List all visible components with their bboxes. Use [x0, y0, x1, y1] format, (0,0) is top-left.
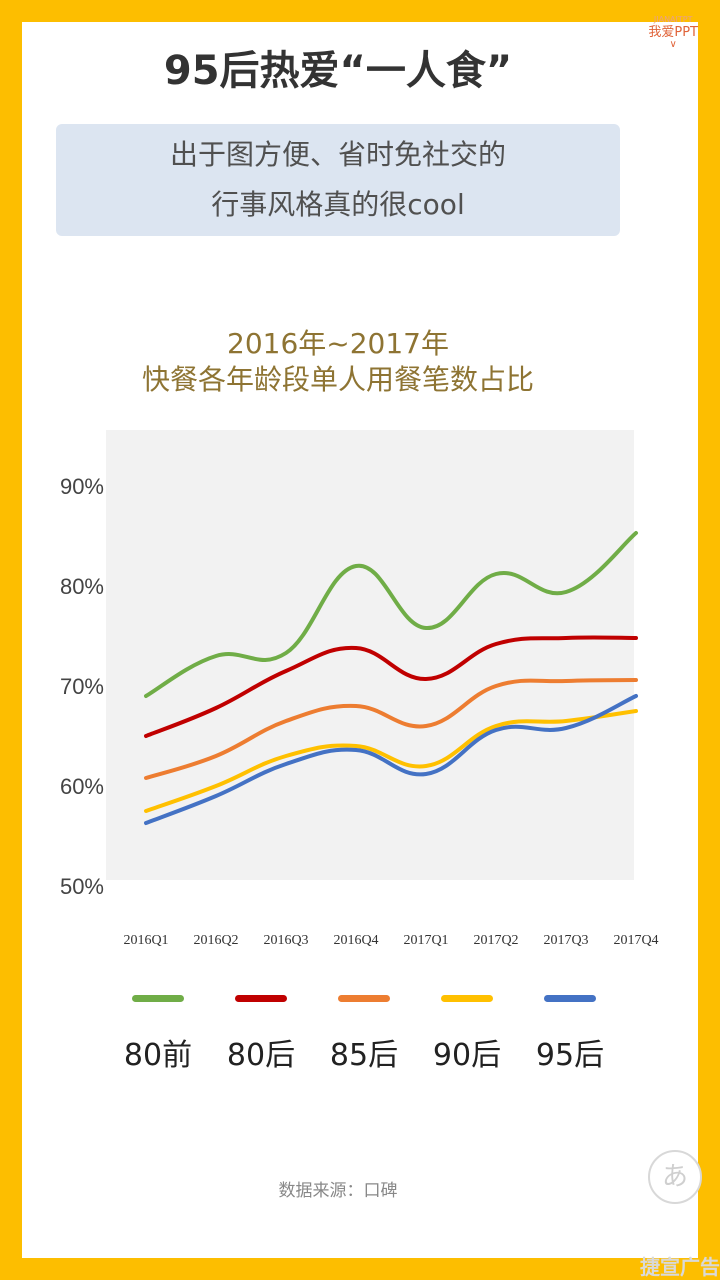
- x-tick-label: 2016Q2: [193, 933, 238, 948]
- data-source: 数据来源：口碑: [278, 1181, 398, 1201]
- page-title: 95后热爱“一人食”: [163, 48, 513, 94]
- x-tick-label: 2017Q2: [473, 933, 518, 948]
- chevron-down-icon: ∨: [669, 39, 677, 50]
- series-line-4: [144, 709, 638, 813]
- y-tick-label: 60%: [60, 774, 104, 799]
- chart-title-line-1: 2016年~2017年: [227, 327, 449, 360]
- legend-label: 80前: [123, 1038, 193, 1073]
- brand-logo: JIANAITPT 我爱PPT ∨: [648, 16, 698, 50]
- legend-swatch: [235, 995, 287, 1002]
- legend-label: 85后: [329, 1038, 399, 1073]
- y-tick-label: 50%: [60, 874, 104, 899]
- legend-swatch: [441, 995, 493, 1002]
- legend-swatch: [544, 995, 596, 1002]
- logo-tagline: JIANAITPT: [653, 15, 693, 24]
- series-line-3: [144, 678, 638, 780]
- y-tick-label: 70%: [60, 674, 104, 699]
- series-line-2: [144, 635, 638, 738]
- subtitle-line-2: 行事风格真的很cool: [211, 188, 465, 221]
- legend-label: 95后: [535, 1038, 605, 1073]
- legend-label: 90后: [432, 1038, 502, 1073]
- chart-title-line-2: 快餐各年龄段单人用餐笔数占比: [141, 363, 534, 396]
- watermark-text: 捷宣广告: [640, 1255, 720, 1279]
- x-tick-label: 2017Q1: [403, 933, 448, 948]
- logo-text: 我爱PPT: [648, 25, 698, 40]
- legend-label: 80后: [226, 1038, 296, 1073]
- x-tick-label: 2016Q4: [333, 933, 378, 948]
- watermark-badge: あ: [648, 1150, 702, 1204]
- series-line-1: [144, 531, 638, 698]
- series-line-5: [144, 694, 638, 825]
- subtitle-line-1: 出于图方便、省时免社交的: [169, 138, 506, 171]
- subtitle-box: 出于图方便、省时免社交的 行事风格真的很cool: [56, 124, 620, 236]
- chart-title: 2016年~2017年 快餐各年龄段单人用餐笔数占比: [0, 326, 676, 398]
- legend-swatch: [132, 995, 184, 1002]
- y-tick-label: 90%: [60, 474, 104, 499]
- x-tick-label: 2017Q4: [613, 933, 658, 948]
- y-tick-label: 80%: [60, 574, 104, 599]
- legend-swatch: [338, 995, 390, 1002]
- x-tick-label: 2017Q3: [543, 933, 588, 948]
- x-tick-label: 2016Q3: [263, 933, 308, 948]
- x-tick-label: 2016Q1: [123, 933, 168, 948]
